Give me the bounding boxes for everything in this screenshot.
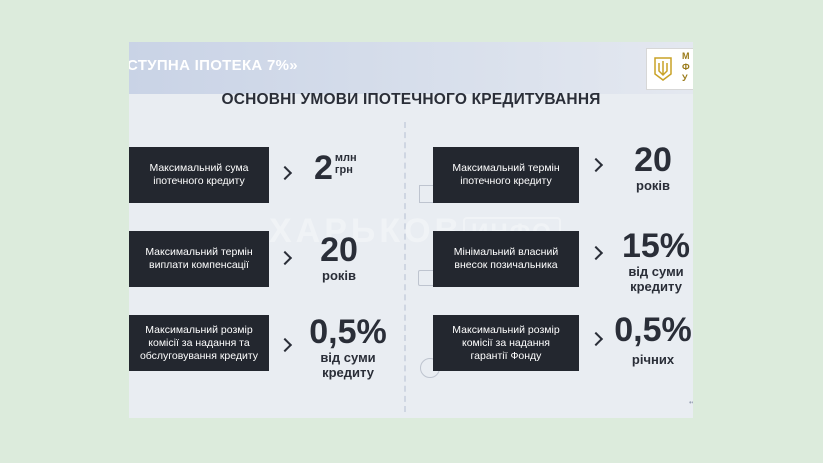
value-number: 0,5% bbox=[614, 311, 692, 349]
value-sub: років bbox=[636, 178, 670, 193]
chevron-right-icon bbox=[588, 245, 604, 261]
page-dots: ••• bbox=[689, 398, 693, 407]
value-number: 2 bbox=[314, 149, 333, 187]
value-sub: від суми кредиту bbox=[628, 264, 684, 294]
card-max-loan-term: Максимальний термін іпотечного кредиту bbox=[433, 147, 579, 203]
chevron-right-icon bbox=[588, 331, 604, 347]
trident-icon bbox=[654, 57, 672, 81]
watermark-main: ХАРЬКОВ bbox=[269, 212, 464, 250]
card-label: Мінімальний власний внесок позичальника bbox=[453, 246, 559, 271]
card-max-loan-amount: Максимальний сума іпотечного кредиту bbox=[129, 147, 269, 203]
value-guarantee-commission: 0,5% річних bbox=[613, 312, 693, 367]
logo-text: М Ф У bbox=[682, 51, 690, 83]
card-label: Максимальний сума іпотечного кредиту bbox=[149, 162, 249, 187]
value-sub: річних bbox=[631, 352, 675, 367]
card-min-down-payment: Мінімальний власний внесок позичальника bbox=[433, 231, 579, 287]
card-label: Максимальний термін іпотечного кредиту bbox=[452, 162, 560, 187]
value-min-down-payment: 15% від суми кредиту bbox=[619, 228, 693, 294]
value-sub: років bbox=[322, 268, 356, 283]
header-bar: СТУПНА ІПОТЕКА 7%» М Ф У bbox=[129, 42, 693, 94]
ministry-logo: М Ф У bbox=[646, 48, 693, 90]
card-label: Максимальний термін виплати компенсації bbox=[145, 246, 253, 271]
card-label: Максимальний розмір комісії за надання т… bbox=[139, 323, 259, 362]
chevron-right-icon bbox=[588, 157, 604, 173]
value-number: 15% bbox=[621, 227, 691, 265]
card-loan-commission: Максимальний розмір комісії за надання т… bbox=[129, 315, 269, 371]
value-max-loan-term: 20 років bbox=[623, 142, 683, 193]
value-number: 0,5% bbox=[309, 313, 387, 351]
value-sub: від суми кредиту bbox=[320, 350, 376, 380]
header-title: СТУПНА ІПОТЕКА 7%» bbox=[129, 57, 298, 74]
chevron-right-icon bbox=[277, 250, 293, 266]
value-number: 20 bbox=[320, 231, 358, 269]
center-divider bbox=[404, 122, 406, 412]
card-label: Максимальний розмір комісії за надання г… bbox=[452, 323, 560, 362]
value-unit: млн грн bbox=[334, 152, 357, 176]
value-number: 20 bbox=[634, 141, 672, 179]
chevron-right-icon bbox=[277, 165, 293, 181]
main-title: ОСНОВНІ УМОВИ ІПОТЕЧНОГО КРЕДИТУВАННЯ bbox=[221, 91, 601, 108]
chevron-right-icon bbox=[277, 337, 293, 353]
value-compensation-term: 20 років bbox=[309, 232, 369, 283]
value-loan-commission: 0,5% від суми кредиту bbox=[299, 314, 397, 380]
card-guarantee-commission: Максимальний розмір комісії за надання г… bbox=[433, 315, 579, 371]
card-compensation-term: Максимальний термін виплати компенсації bbox=[129, 231, 269, 287]
slide: СТУПНА ІПОТЕКА 7%» М Ф У ОСНОВНІ УМОВИ І… bbox=[129, 42, 693, 418]
value-max-loan-amount: 2 млн грн bbox=[314, 150, 357, 186]
